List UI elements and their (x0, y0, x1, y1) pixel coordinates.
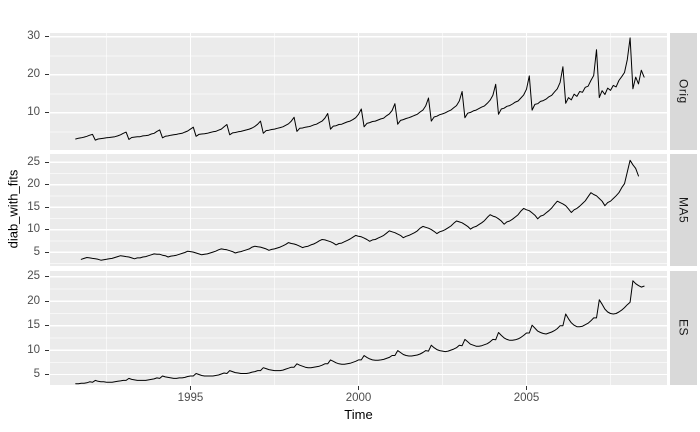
y-tick-label: 25 (27, 270, 40, 283)
facet-strip-es: ES (670, 271, 697, 385)
y-tick-label: 5 (33, 245, 40, 258)
facet-strip-label: MA5 (676, 196, 691, 224)
panel-ma5 (50, 154, 667, 266)
x-tick-label: 1995 (177, 392, 204, 404)
series-line (75, 37, 645, 141)
y-tick-mark (45, 300, 49, 302)
facet-strip-label: Orig (676, 79, 691, 104)
panel-es (50, 271, 667, 385)
y-tick-label: 10 (27, 106, 40, 119)
facet-strip-ma5: MA5 (670, 154, 697, 266)
y-tick-label: 20 (27, 294, 40, 307)
y-tick-mark (45, 229, 49, 231)
y-tick-mark (45, 349, 49, 351)
x-tick-label: 2005 (513, 392, 540, 404)
panel-orig (50, 33, 667, 150)
x-tick-mark (358, 386, 359, 390)
y-tick-label: 10 (27, 223, 40, 236)
y-tick-label: 20 (27, 178, 40, 191)
facet-strip-orig: Orig (670, 33, 697, 150)
y-tick-mark (45, 74, 49, 76)
y-tick-mark (45, 112, 49, 114)
facet-strip-label: ES (676, 319, 691, 337)
y-tick-mark (45, 374, 49, 375)
y-tick-label: 20 (27, 68, 40, 81)
x-axis-title: Time (344, 407, 373, 422)
y-tick-label: 10 (27, 343, 40, 356)
series-line (80, 159, 639, 261)
y-tick-label: 5 (33, 368, 40, 380)
y-tick-mark (45, 206, 49, 208)
y-tick-label: 30 (27, 30, 40, 43)
y-tick-label: 25 (27, 155, 40, 168)
x-tick-label: 2000 (345, 392, 372, 404)
x-tick-mark (526, 386, 528, 390)
series-line (75, 280, 645, 385)
y-tick-mark (45, 36, 49, 38)
y-tick-mark (45, 276, 49, 278)
y-tick-mark (45, 184, 49, 186)
y-tick-mark (45, 161, 49, 163)
y-tick-mark (45, 325, 49, 327)
y-tick-label: 15 (27, 200, 40, 213)
y-tick-mark (45, 251, 49, 253)
x-tick-mark (189, 386, 191, 390)
y-tick-label: 15 (27, 319, 40, 332)
